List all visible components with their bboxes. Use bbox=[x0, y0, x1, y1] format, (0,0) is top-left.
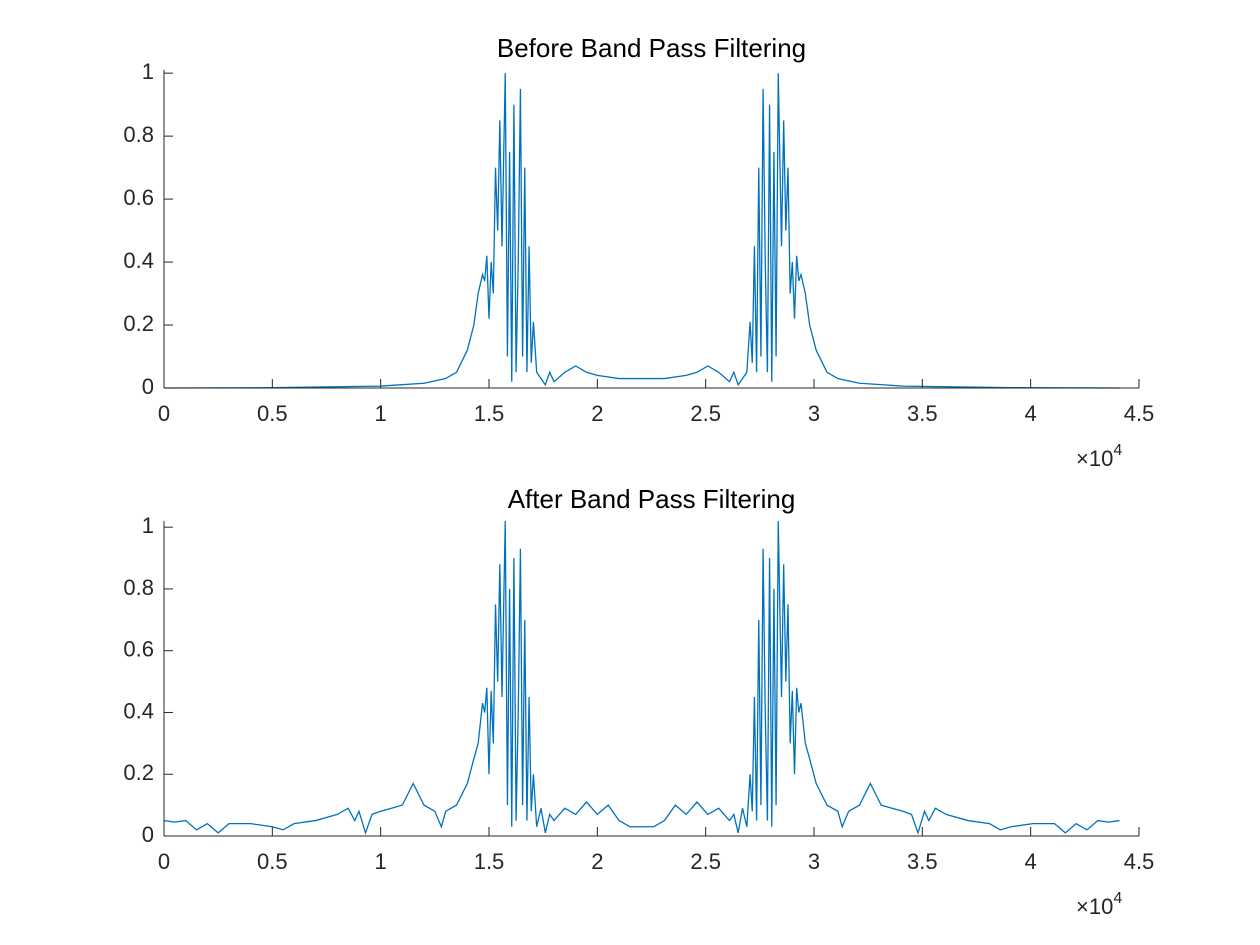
y-tick-label: 0.8 bbox=[123, 122, 154, 147]
x-tick-label: 2 bbox=[591, 849, 603, 874]
y-tick-label: 0.6 bbox=[123, 637, 154, 662]
y-tick-label: 0.2 bbox=[123, 760, 154, 785]
x-tick-label: 0 bbox=[158, 849, 170, 874]
y-tick-label: 0.6 bbox=[123, 185, 154, 210]
x-scale-exponent: 4 bbox=[1113, 890, 1122, 907]
x-tick-label: 2.5 bbox=[690, 401, 721, 426]
y-tick-label: 0.2 bbox=[123, 311, 154, 336]
chart-title: After Band Pass Filtering bbox=[508, 484, 796, 514]
x-tick-label: 0.5 bbox=[257, 849, 288, 874]
y-tick-label: 1 bbox=[142, 59, 154, 84]
x-scale-base: ×10 bbox=[1076, 894, 1113, 919]
x-tick-label: 1.5 bbox=[474, 401, 505, 426]
x-tick-label: 0.5 bbox=[257, 401, 288, 426]
x-scale-label: ×104 bbox=[1076, 442, 1122, 471]
y-tick-label: 0.4 bbox=[123, 698, 154, 723]
y-tick-label: 0 bbox=[142, 822, 154, 847]
x-tick-label: 2.5 bbox=[690, 849, 721, 874]
x-tick-label: 0 bbox=[158, 401, 170, 426]
x-tick-label: 2 bbox=[591, 401, 603, 426]
x-tick-label: 4.5 bbox=[1124, 401, 1155, 426]
x-tick-label: 3 bbox=[808, 849, 820, 874]
x-tick-label: 3.5 bbox=[907, 401, 938, 426]
x-tick-label: 1.5 bbox=[474, 849, 505, 874]
x-scale-base: ×10 bbox=[1076, 446, 1113, 471]
y-tick-label: 0.4 bbox=[123, 248, 154, 273]
data-line bbox=[163, 520, 1120, 836]
x-tick-label: 4 bbox=[1025, 849, 1037, 874]
x-tick-label: 3 bbox=[808, 401, 820, 426]
y-tick-label: 0 bbox=[142, 374, 154, 399]
y-tick-label: 0.8 bbox=[123, 575, 154, 600]
chart-title: Before Band Pass Filtering bbox=[497, 33, 806, 63]
x-scale-label: ×104 bbox=[1076, 890, 1122, 919]
data-line bbox=[163, 73, 1120, 389]
x-tick-label: 4 bbox=[1025, 401, 1037, 426]
x-tick-label: 4.5 bbox=[1124, 849, 1155, 874]
x-tick-label: 3.5 bbox=[907, 849, 938, 874]
y-tick-label: 1 bbox=[142, 513, 154, 538]
x-tick-label: 1 bbox=[375, 401, 387, 426]
x-scale-exponent: 4 bbox=[1113, 442, 1122, 459]
x-tick-label: 1 bbox=[375, 849, 387, 874]
